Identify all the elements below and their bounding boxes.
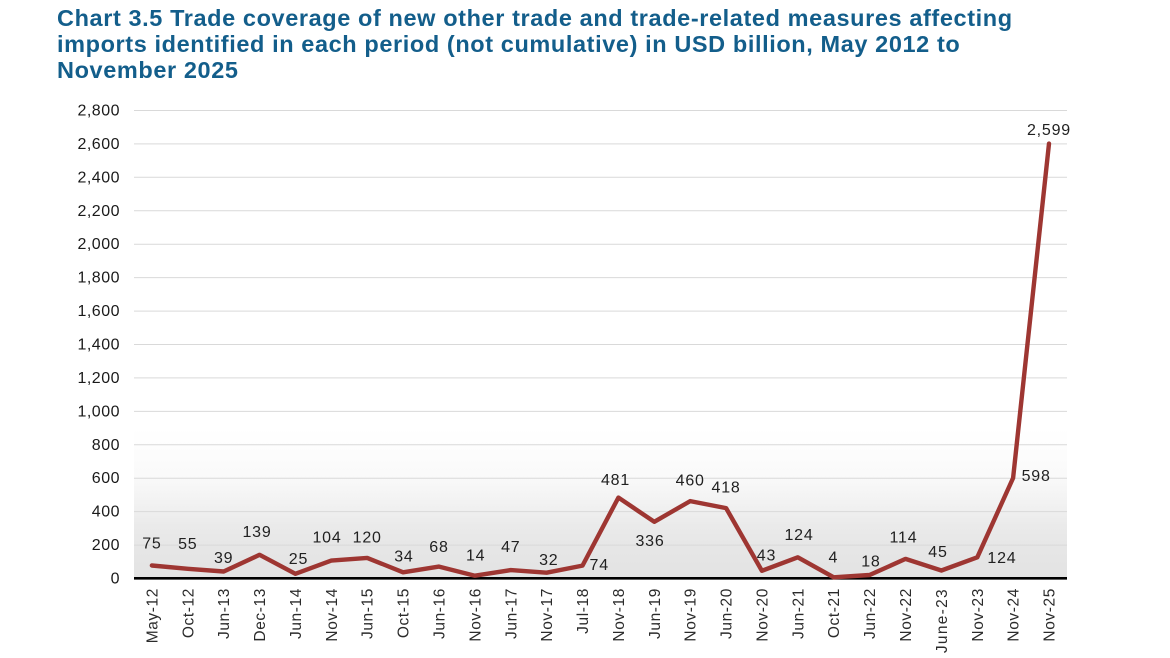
svg-text:481: 481 (601, 472, 630, 489)
svg-text:May-12: May-12 (144, 588, 161, 643)
svg-text:200: 200 (92, 537, 120, 554)
svg-text:400: 400 (92, 504, 120, 521)
svg-text:418: 418 (712, 479, 741, 496)
svg-text:336: 336 (635, 533, 664, 550)
svg-text:Jun-17: Jun-17 (503, 588, 520, 639)
svg-text:460: 460 (676, 472, 705, 489)
svg-text:Nov-20: Nov-20 (754, 588, 771, 642)
svg-text:2,000: 2,000 (77, 236, 120, 253)
svg-text:25: 25 (289, 551, 308, 568)
svg-text:4: 4 (828, 550, 838, 567)
svg-text:Nov-14: Nov-14 (324, 588, 341, 642)
svg-text:18: 18 (861, 554, 880, 571)
svg-text:74: 74 (590, 557, 609, 574)
svg-text:45: 45 (928, 544, 947, 561)
svg-text:75: 75 (142, 536, 161, 553)
svg-text:Oct-12: Oct-12 (180, 588, 197, 638)
svg-text:800: 800 (92, 437, 120, 454)
svg-text:Jun-21: Jun-21 (790, 588, 807, 639)
svg-text:Dec-13: Dec-13 (252, 588, 269, 642)
svg-text:32: 32 (539, 552, 558, 569)
svg-text:1,400: 1,400 (77, 337, 120, 354)
svg-text:1,000: 1,000 (77, 403, 120, 420)
svg-text:Jun-15: Jun-15 (360, 588, 377, 639)
svg-text:Jun-22: Jun-22 (862, 588, 879, 639)
svg-text:Oct-21: Oct-21 (826, 588, 843, 638)
svg-text:124: 124 (987, 550, 1016, 567)
svg-text:Jul-18: Jul-18 (575, 588, 592, 634)
svg-text:124: 124 (784, 527, 813, 544)
svg-text:Nov-16: Nov-16 (467, 588, 484, 642)
svg-text:Jun-19: Jun-19 (647, 588, 664, 639)
svg-text:Jun-16: Jun-16 (432, 588, 449, 639)
svg-text:2,200: 2,200 (77, 203, 120, 220)
svg-text:39: 39 (214, 550, 233, 567)
svg-text:120: 120 (353, 530, 382, 547)
svg-text:1,800: 1,800 (77, 270, 120, 287)
svg-text:Nov-25: Nov-25 (1042, 588, 1059, 642)
svg-text:14: 14 (466, 548, 485, 565)
svg-text:Nov-17: Nov-17 (539, 588, 556, 642)
svg-text:June-23: June-23 (934, 588, 951, 653)
svg-text:139: 139 (242, 524, 271, 541)
svg-text:Nov-18: Nov-18 (611, 588, 628, 642)
svg-text:114: 114 (890, 530, 918, 547)
svg-text:2,800: 2,800 (77, 103, 120, 120)
svg-text:598: 598 (1022, 468, 1051, 485)
svg-text:47: 47 (501, 539, 520, 556)
svg-text:600: 600 (92, 470, 120, 487)
svg-text:68: 68 (429, 539, 448, 556)
svg-text:43: 43 (757, 548, 776, 565)
svg-text:2,599: 2,599 (1027, 122, 1071, 139)
svg-text:Jun-13: Jun-13 (216, 588, 233, 639)
svg-text:1,200: 1,200 (77, 370, 120, 387)
svg-text:0: 0 (111, 571, 120, 588)
svg-text:Nov-24: Nov-24 (1006, 588, 1023, 642)
svg-text:Oct-15: Oct-15 (396, 588, 413, 638)
svg-text:34: 34 (394, 549, 413, 566)
svg-text:Nov-19: Nov-19 (683, 588, 700, 642)
svg-text:Nov-23: Nov-23 (970, 588, 987, 642)
svg-text:Nov-22: Nov-22 (898, 588, 915, 642)
svg-text:55: 55 (178, 536, 197, 553)
svg-text:1,600: 1,600 (77, 303, 120, 320)
svg-text:Jun-14: Jun-14 (288, 588, 305, 639)
svg-text:104: 104 (312, 530, 341, 547)
svg-text:Jun-20: Jun-20 (719, 588, 736, 639)
svg-text:2,600: 2,600 (77, 136, 120, 153)
svg-text:2,400: 2,400 (77, 169, 120, 186)
